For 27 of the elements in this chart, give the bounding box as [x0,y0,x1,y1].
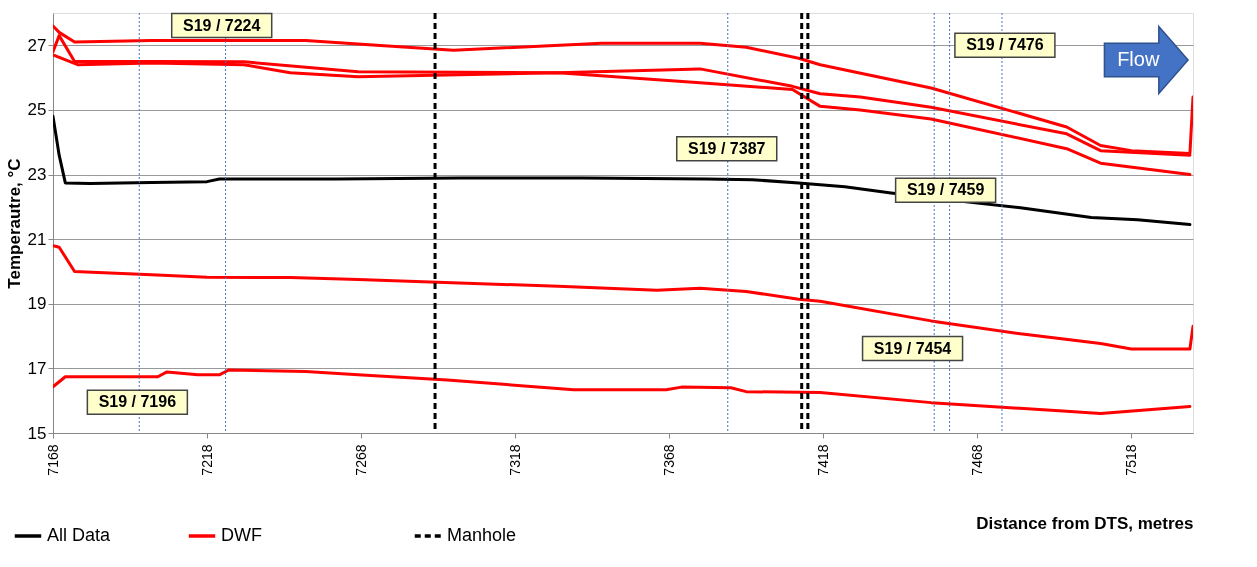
y-tick-label: 25 [27,100,47,120]
annotation: S19 / 7196 [98,393,177,411]
annotation: S19 / 7476 [966,36,1044,54]
annotation: S19 / 7459 [906,181,985,199]
y-axis-title: Temperautre, °C [4,158,24,289]
x-tick-label: 7418 [814,444,831,476]
annotation: S19 / 7387 [688,139,766,157]
legend-label: All Data [47,525,112,545]
annotation: S19 / 7454 [873,339,952,357]
y-tick-label: 19 [27,294,47,314]
y-tick-label: 15 [27,423,47,443]
legend-label: Manhole [447,525,517,545]
y-tick-label: 23 [27,165,47,185]
x-tick-label: 7318 [506,444,523,476]
y-tick-label: 27 [27,35,47,55]
x-tick-label: 7368 [660,444,677,476]
x-axis-title: Distance from DTS, metres [976,513,1194,533]
x-tick-label: 7268 [352,444,369,476]
x-tick-label: 7518 [1122,444,1139,476]
x-tick-label: 7168 [44,444,61,476]
legend-label: DWF [221,525,262,545]
y-tick-label: 21 [27,229,47,249]
x-tick-label: 7468 [968,444,985,476]
annotation: S19 / 7224 [183,16,261,34]
x-tick-label: 7218 [198,444,215,476]
y-tick-label: 17 [27,358,47,378]
annotation: Flow [1117,48,1160,71]
